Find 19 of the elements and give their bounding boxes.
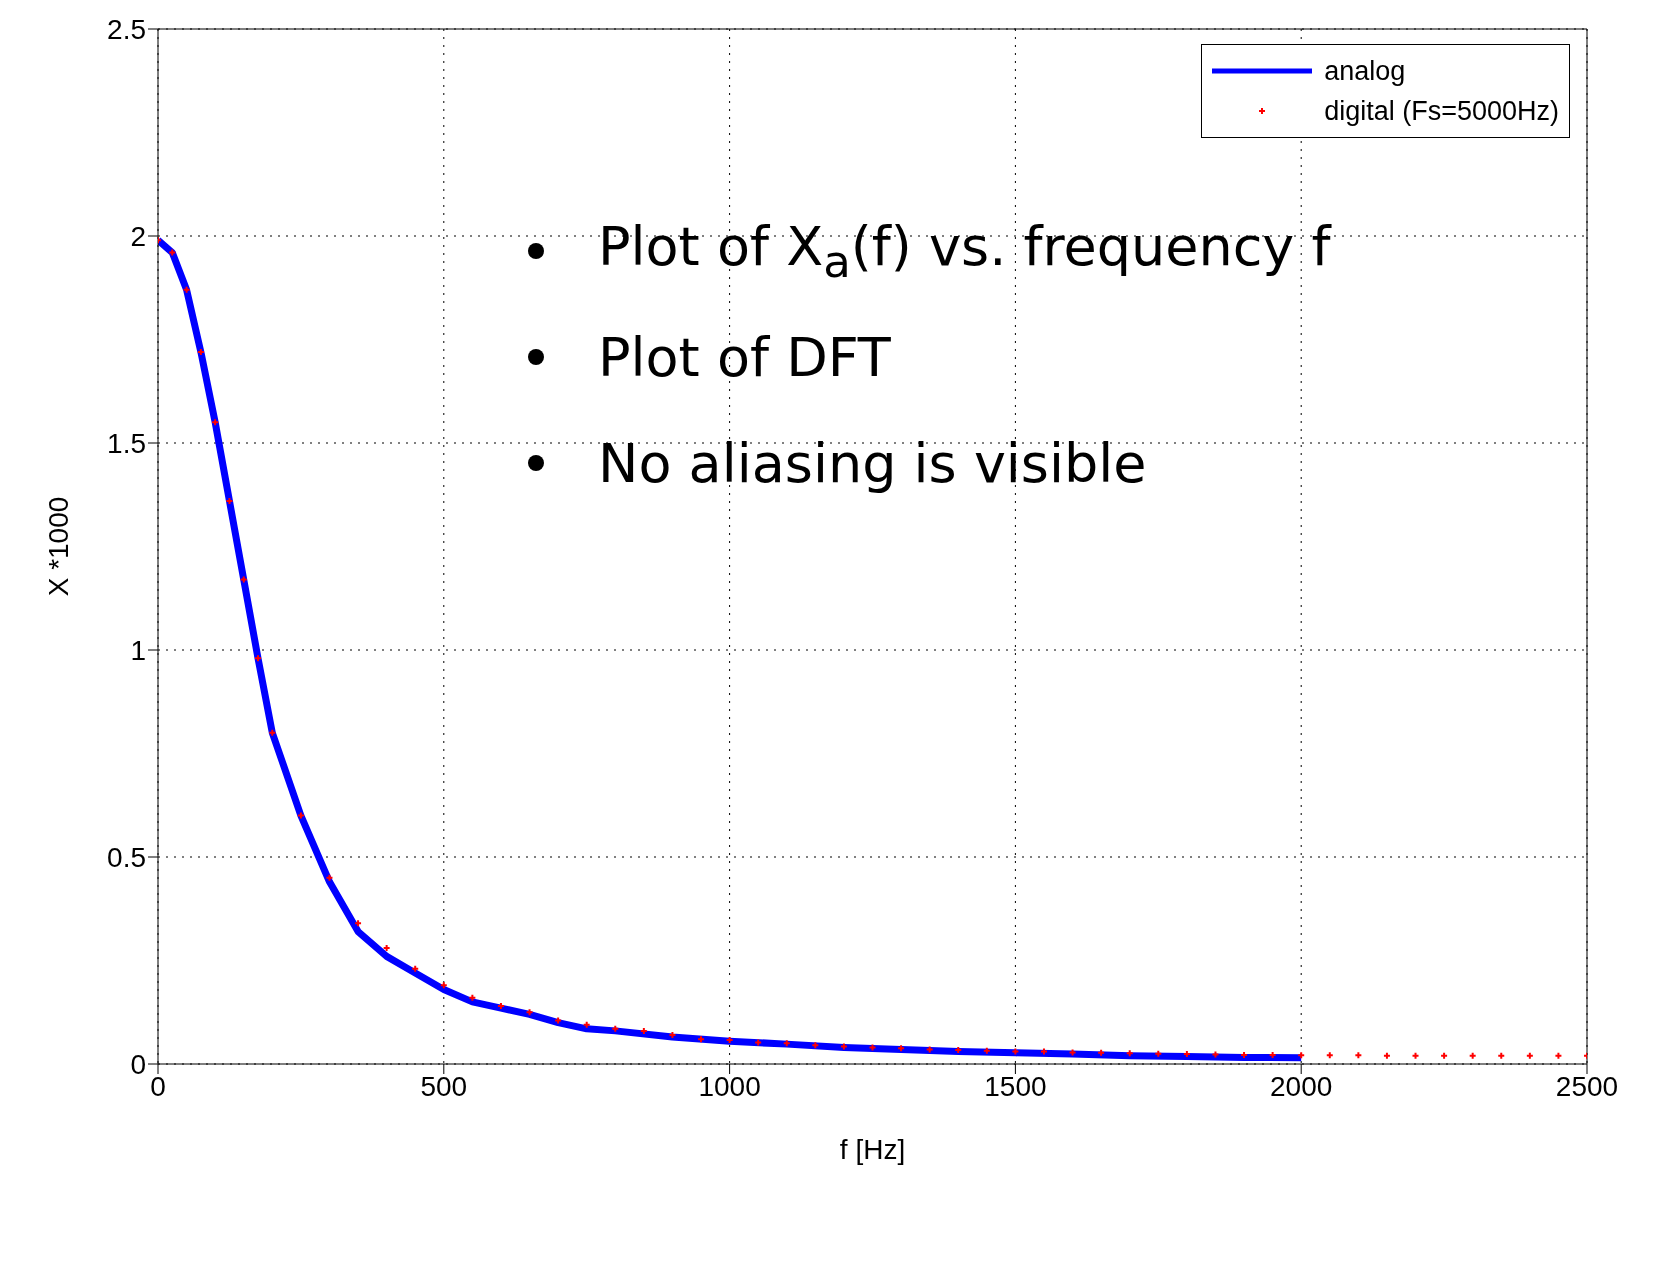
legend-label: analog (1324, 55, 1406, 87)
y-tick-label: 0 (130, 1048, 146, 1080)
x-tick-label: 2000 (1270, 1070, 1333, 1102)
annotation: Plot of DFT (598, 325, 891, 389)
annotation: No aliasing is visible (598, 431, 1147, 495)
x-tick-label: 0 (150, 1070, 166, 1102)
y-tick-label: 1 (130, 634, 146, 666)
x-tick-label: 500 (420, 1070, 468, 1102)
y-tick-label: 2.5 (107, 13, 146, 45)
x-axis-title: f [Hz] (839, 1134, 906, 1165)
x-tick-label: 2500 (1555, 1070, 1619, 1102)
y-tick-label: 0.5 (107, 841, 146, 873)
legend-label: digital (Fs=5000Hz) (1324, 95, 1559, 127)
x-tick-label: 1000 (698, 1070, 761, 1102)
y-tick-label: 2 (130, 220, 146, 252)
x-tick-label: 1500 (984, 1070, 1047, 1102)
annotation: Plot of X$_{a}$(f) vs. frequency f (598, 214, 1331, 288)
y-axis-title: X *1000 (42, 496, 74, 597)
y-tick-label: 1.5 (107, 427, 146, 459)
